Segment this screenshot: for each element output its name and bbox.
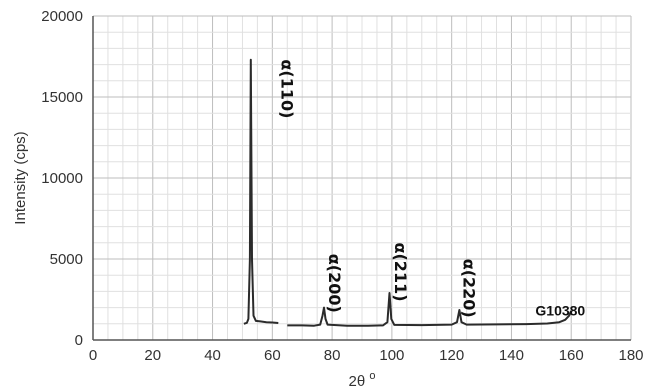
series-line-segment — [243, 58, 279, 325]
peak-label: α(211) — [391, 242, 410, 301]
x-axis-label: 2θ o — [349, 370, 376, 390]
y-tick-label: 15000 — [41, 89, 83, 106]
peak-label: α(110) — [277, 59, 296, 118]
x-tick-label: 180 — [618, 347, 643, 364]
y-axis-label: Intensity (cps) — [12, 131, 29, 224]
x-tick-label: 140 — [499, 347, 524, 364]
annotations: α(110) α(200) α(211) α(220) G10380 — [277, 59, 585, 318]
series-line-segment — [287, 292, 573, 327]
y-tick-label: 5000 — [50, 251, 83, 268]
x-tick-label: 80 — [324, 347, 341, 364]
x-tick-label: 120 — [439, 347, 464, 364]
x-tick-label: 0 — [89, 347, 97, 364]
x-axis-label-main: 2θ — [349, 373, 366, 390]
y-tick-label: 10000 — [41, 170, 83, 187]
y-tick-label: 0 — [75, 332, 83, 349]
x-tick-label: 40 — [204, 347, 221, 364]
series-layer — [243, 58, 573, 327]
axes: 0 20 40 60 80 100 120 140 160 180 0 5000 10000 15000 2… — [41, 8, 643, 364]
peak-label: α(220) — [460, 259, 479, 318]
x-tick-label: 60 — [264, 347, 281, 364]
x-tick-label: 160 — [559, 347, 584, 364]
grid — [92, 15, 632, 341]
x-tick-label: 20 — [144, 347, 161, 364]
series-name-label: G10380 — [535, 303, 585, 319]
y-tick-label: 20000 — [41, 8, 83, 25]
x-tick-label: 100 — [379, 347, 404, 364]
x-axis-label-superscript: o — [369, 370, 375, 382]
peak-label: α(200) — [325, 254, 344, 313]
